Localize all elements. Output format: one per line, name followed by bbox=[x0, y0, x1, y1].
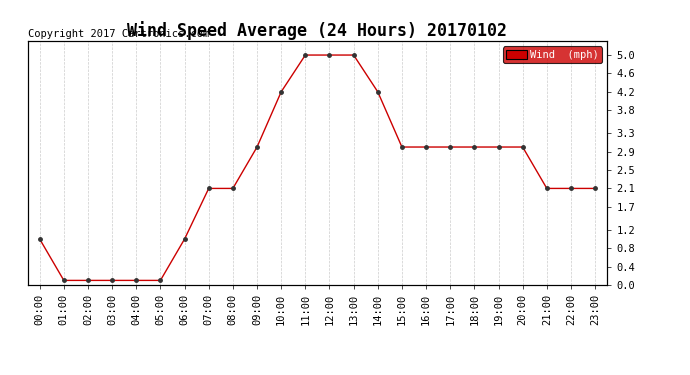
Legend: Wind  (mph): Wind (mph) bbox=[503, 46, 602, 63]
Text: Copyright 2017 Cartronics.com: Copyright 2017 Cartronics.com bbox=[28, 29, 209, 39]
Title: Wind Speed Average (24 Hours) 20170102: Wind Speed Average (24 Hours) 20170102 bbox=[128, 21, 507, 40]
